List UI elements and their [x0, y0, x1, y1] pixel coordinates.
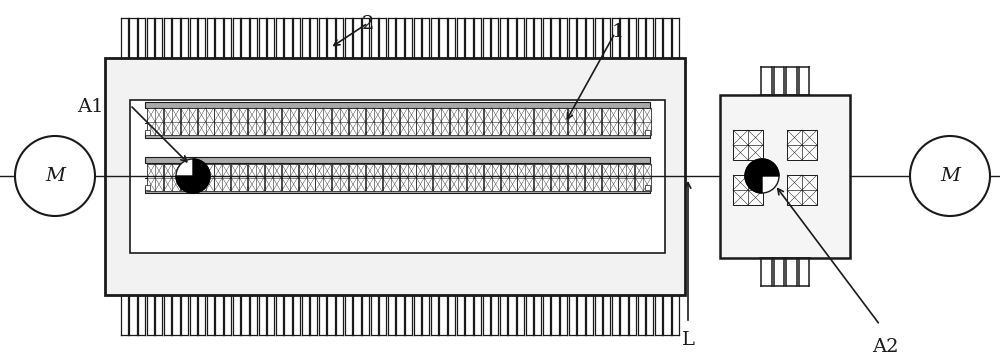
Bar	[315, 164, 331, 191]
Bar	[467, 108, 483, 135]
Bar	[501, 164, 516, 191]
Bar	[501, 108, 516, 135]
Bar	[383, 164, 399, 191]
Bar	[433, 108, 449, 135]
Bar	[145, 130, 150, 134]
Bar	[787, 130, 817, 160]
Bar	[147, 108, 163, 135]
Bar	[332, 164, 348, 191]
Text: M: M	[45, 167, 65, 185]
Bar	[231, 164, 247, 191]
Bar	[349, 164, 365, 191]
Bar	[400, 108, 416, 135]
Bar	[534, 108, 550, 135]
Bar	[720, 95, 850, 258]
Bar	[198, 164, 214, 191]
Circle shape	[15, 136, 95, 216]
Text: 1: 1	[612, 23, 624, 41]
Polygon shape	[193, 159, 210, 193]
Bar	[568, 108, 584, 135]
Bar	[618, 164, 634, 191]
Bar	[635, 108, 651, 135]
Bar	[602, 164, 618, 191]
Bar	[416, 164, 432, 191]
Bar	[366, 164, 382, 191]
Bar	[198, 108, 214, 135]
Polygon shape	[745, 159, 762, 193]
Bar	[400, 164, 416, 191]
Bar	[282, 108, 298, 135]
Bar	[366, 108, 382, 135]
Bar	[585, 108, 601, 135]
Bar	[145, 132, 650, 138]
Bar	[733, 175, 763, 205]
Bar	[645, 185, 650, 190]
Bar	[145, 157, 650, 163]
Bar	[265, 108, 281, 135]
Bar	[214, 164, 230, 191]
Bar	[248, 108, 264, 135]
Circle shape	[745, 159, 779, 193]
Bar	[181, 108, 197, 135]
Bar	[733, 130, 763, 160]
Bar	[645, 130, 650, 134]
Bar	[164, 108, 180, 135]
Bar	[265, 164, 281, 191]
Bar	[147, 164, 163, 191]
Bar	[181, 164, 197, 191]
Polygon shape	[176, 176, 193, 193]
Bar	[568, 164, 584, 191]
Bar	[433, 164, 449, 191]
Bar	[231, 108, 247, 135]
Circle shape	[910, 136, 990, 216]
Text: A2: A2	[872, 338, 898, 353]
Bar	[145, 185, 150, 190]
Bar	[787, 175, 817, 205]
Polygon shape	[762, 159, 779, 176]
Text: M: M	[940, 167, 960, 185]
Bar	[349, 108, 365, 135]
Bar	[467, 164, 483, 191]
Text: A1: A1	[77, 98, 103, 116]
Bar	[450, 108, 466, 135]
Bar	[130, 100, 665, 253]
Bar	[484, 108, 500, 135]
Bar	[145, 102, 650, 108]
Bar	[585, 164, 601, 191]
Bar	[416, 108, 432, 135]
Text: 2: 2	[362, 15, 374, 33]
Circle shape	[176, 159, 210, 193]
Bar	[214, 108, 230, 135]
Bar	[282, 164, 298, 191]
Bar	[383, 108, 399, 135]
Bar	[551, 108, 567, 135]
Bar	[551, 164, 567, 191]
Bar	[145, 187, 650, 193]
Bar	[298, 164, 314, 191]
Bar	[517, 108, 533, 135]
Bar	[105, 58, 685, 295]
Bar	[517, 164, 533, 191]
Bar	[248, 164, 264, 191]
Bar	[332, 108, 348, 135]
Bar	[450, 164, 466, 191]
Bar	[534, 164, 550, 191]
Bar	[164, 164, 180, 191]
Bar	[315, 108, 331, 135]
Bar	[602, 108, 618, 135]
Text: L: L	[682, 331, 694, 349]
Bar	[298, 108, 314, 135]
Bar	[484, 164, 500, 191]
Bar	[618, 108, 634, 135]
Bar	[635, 164, 651, 191]
